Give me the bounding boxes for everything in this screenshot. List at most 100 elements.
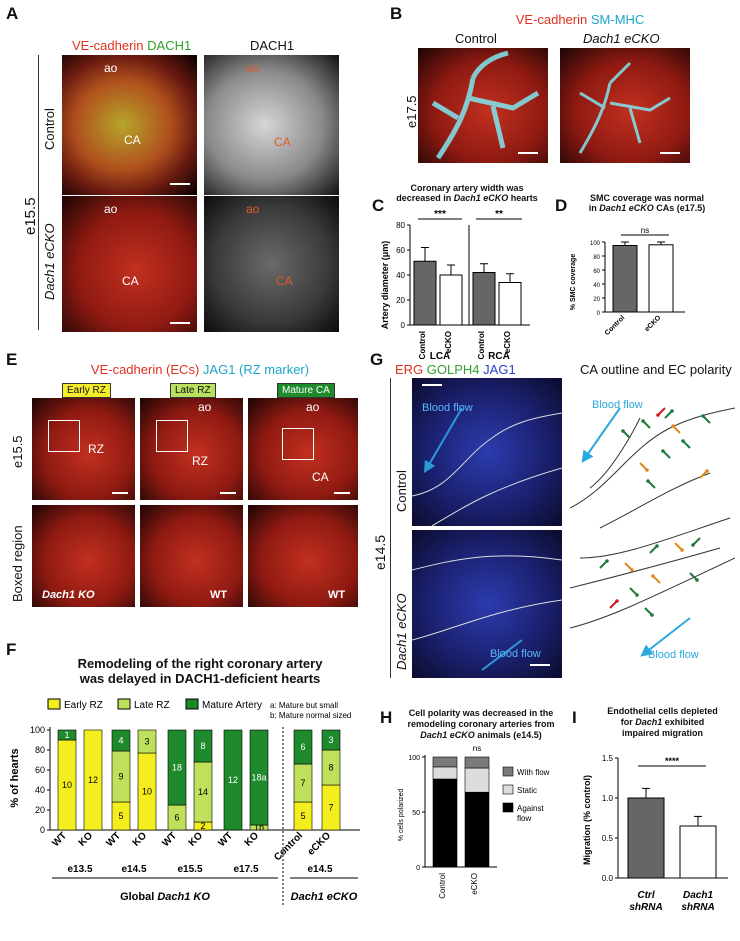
panel-h-title-part-a: Dach1 eCKO — [420, 730, 475, 740]
legend-label: Early RZ — [64, 700, 103, 711]
y-tick-label: 20 — [35, 805, 45, 815]
panel-c-label: C — [372, 196, 385, 215]
footer-global-genotype: Dach1 KO — [157, 891, 210, 903]
panel-e-boxed-late: WT — [140, 505, 243, 607]
panel-c-chart: Artery diameter (μm) 0 20 40 60 80 *** ** Co… — [380, 209, 530, 360]
panel-c-title: Coronary artery width was decreased in D… — [392, 183, 542, 203]
panel-f-ylabel: % of hearts — [9, 748, 21, 807]
ec-polarity-arrowhead — [656, 413, 660, 417]
panel-i-xlabel-1a: Ctrl — [637, 890, 654, 901]
segment-count: 10 — [62, 780, 72, 790]
panel-a-label: A — [6, 4, 19, 23]
segment-count: 5 — [300, 811, 305, 821]
panel-g-row1: Control — [394, 470, 409, 512]
y-tick-label: 100 — [408, 755, 420, 762]
stacked-bar-segment — [321, 729, 341, 751]
panel-i-sig: **** — [665, 756, 680, 766]
panel-g-row2: Dach1 eCKO — [394, 593, 409, 670]
ec-polarity-arrowhead — [701, 414, 705, 418]
ec-polarity-arrowhead — [671, 424, 675, 428]
y-tick-label: 1.5 — [602, 754, 614, 763]
y-tick-label: 60 — [593, 269, 600, 275]
y-tick-label: 0 — [40, 825, 45, 835]
panel-b-eCKO-image — [560, 48, 690, 163]
y-tick-label: 50 — [412, 810, 420, 817]
y-tick-label: 0 — [416, 865, 420, 872]
panel-e-header: VE-cadherin (ECs) JAG1 (RZ marker) — [30, 362, 370, 377]
vessel-overlay — [431, 50, 540, 160]
stacked-bar-segment — [83, 729, 103, 831]
panel-e-late-image: RZ ao — [140, 398, 243, 500]
x-tick-label: WT — [160, 830, 179, 849]
bar — [648, 244, 674, 313]
y-tick-label: 40 — [396, 271, 405, 280]
stacked-bar-segment — [464, 767, 490, 793]
panel-c-sig-1: *** — [434, 209, 446, 220]
stacked-bar-segment — [464, 756, 490, 769]
panel-d-chart: % SMC coverage 0 20 40 60 80 100 ns Control eC… — [570, 226, 685, 337]
panel-d-title-part-a: in — [588, 203, 600, 213]
panel-f-footer-global: Global Dach1 KO — [120, 891, 210, 903]
panel-d-title-line1: SMC coverage was normal — [589, 193, 705, 203]
ec-polarity-arrowhead — [691, 543, 695, 547]
panel-i-label: I — [572, 708, 577, 727]
segment-count: 1b — [254, 823, 264, 833]
stacked-bar-segment — [167, 729, 187, 806]
panel-i-title-part-b: Dach1 — [635, 717, 663, 727]
panel-g-right-title: CA outline and EC polarity — [580, 362, 732, 377]
scale-bar — [518, 152, 538, 154]
y-tick-label: 80 — [396, 221, 405, 230]
panel-e-mature-image: CA ao — [248, 398, 358, 500]
panel-i-title-part-a: for — [620, 717, 636, 727]
segment-count: 12 — [88, 775, 98, 785]
bar — [413, 260, 437, 326]
ec-polarity-arrowhead — [615, 599, 619, 603]
scale-bar — [170, 322, 190, 324]
panel-a-divider — [38, 55, 39, 330]
x-tick-label: eCKO — [644, 314, 663, 333]
panel-e-stage: e15.5 — [10, 435, 25, 468]
ec-polarity-arrowhead — [695, 578, 699, 582]
group-label: e13.5 — [67, 864, 92, 875]
stacked-bar-segment — [223, 729, 243, 831]
bar — [679, 825, 717, 879]
x-tick-label: Control — [438, 873, 447, 899]
panel-b-stage: e17.5 — [404, 95, 419, 128]
panel-c-ylabel: Artery diameter (μm) — [380, 241, 390, 330]
panel-f-label: F — [6, 640, 17, 659]
legend-swatch — [502, 784, 514, 795]
panel-c-title-line2: decreased in Dach1 eCKO hearts — [392, 193, 542, 203]
bar — [472, 272, 496, 326]
panel-h-chart: % cells polarized 0 50 100 ns ** With flow… — [398, 745, 550, 899]
x-tick-label: Control — [418, 331, 427, 359]
cell-arrows-overlay — [412, 407, 562, 526]
legend-label: flow — [517, 814, 531, 823]
panel-i-ylabel: Migration (% control) — [582, 775, 592, 865]
y-tick-label: 80 — [593, 255, 600, 261]
panel-d-title-part-b: Dach1 eCKO — [599, 203, 654, 213]
y-tick-label: 0 — [401, 321, 406, 330]
panel-f-note-b: b: Mature normal sized — [270, 711, 351, 720]
panel-c-title-part-b: Dach1 eCKO — [453, 193, 509, 203]
ec-polarity-arrowhead — [650, 613, 654, 617]
segment-count: 1 — [64, 730, 69, 740]
y-tick-label: 100 — [30, 725, 45, 735]
panel-e-row2: Boxed region — [10, 525, 25, 602]
ca-label: CA — [276, 274, 293, 288]
segment-count: 3 — [328, 735, 333, 745]
panel-g-outline-drawing: Blood flow Blood flow — [570, 399, 735, 661]
boxed-region-outline — [48, 420, 80, 452]
scale-bar — [170, 183, 190, 185]
segment-count: 12 — [228, 775, 238, 785]
stacked-bar-segment — [432, 756, 458, 768]
x-tick-label: Control — [604, 314, 627, 337]
x-tick-label: KO — [131, 830, 150, 849]
x-tick-label: KO — [187, 830, 206, 849]
segment-count: 8 — [200, 741, 205, 751]
y-tick-label: 1.0 — [602, 794, 614, 803]
group-label: e15.5 — [177, 864, 202, 875]
scale-bar — [530, 664, 550, 666]
boxed-region-outline — [156, 420, 188, 452]
panel-g-divider — [390, 378, 391, 678]
legend-swatch — [502, 802, 514, 813]
